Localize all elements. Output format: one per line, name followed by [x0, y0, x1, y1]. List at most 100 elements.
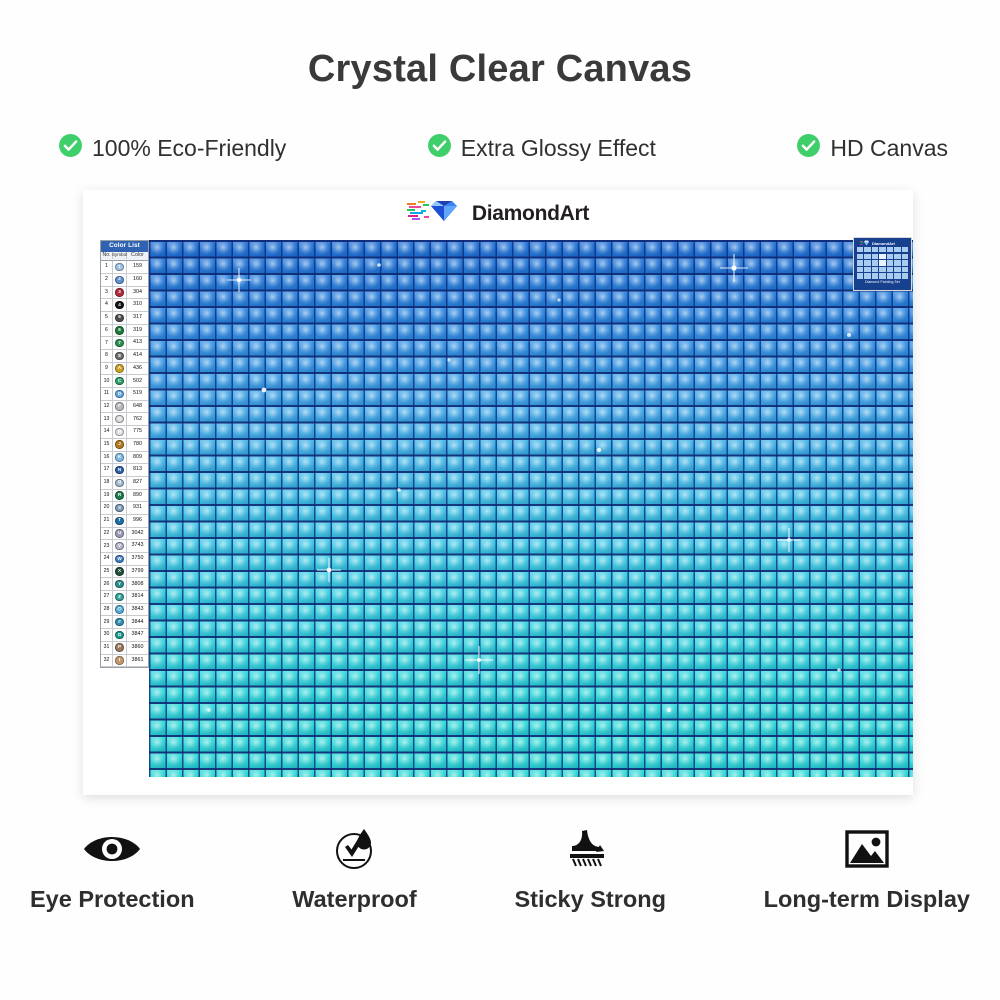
color-list-row: 18 Q 827 [101, 476, 148, 490]
color-symbol-dot: X [115, 567, 124, 576]
color-row-number: 9 [105, 364, 108, 371]
color-list-row: 27 Z 3814 [101, 591, 148, 604]
color-list-row: 12 F 648 [101, 400, 148, 414]
thumbnail-grid-cell [857, 247, 864, 253]
thumbnail-grid-cell [857, 266, 864, 273]
color-symbol-dot: C [115, 377, 124, 386]
feature-label: HD Canvas [830, 134, 948, 161]
color-list-body: 1 1 159 2 2 160 3 3 304 4 4 310 5 5 317 6 6 319 7 7 413 8 8 414… [101, 261, 148, 668]
thumbnail-grid-cell [886, 260, 894, 266]
color-list-row: 25 X 3799 [101, 565, 148, 579]
thumbnail-grid-cell [879, 253, 886, 259]
color-list-row: 32 I 3861 [101, 654, 148, 668]
color-symbol-dot: H [115, 427, 124, 437]
product-thumbnail-card: DiamondArt Diamond Painting Set [853, 237, 912, 291]
check-circle-icon [427, 133, 452, 163]
color-row-number: 25 [103, 567, 110, 574]
color-symbol-dot: J [115, 440, 124, 449]
thumbnail-grid-cell [901, 273, 908, 279]
color-row-symbol: G [112, 629, 127, 641]
color-list-row: 1 1 159 [101, 261, 148, 274]
thumbnail-grid-cell [871, 266, 879, 273]
color-row-number: 19 [103, 491, 110, 498]
color-row-number: 7 [105, 339, 108, 346]
color-row-symbol: I [112, 654, 127, 667]
color-list-row: 28 @3843 [101, 603, 148, 617]
color-list-row: 23 V 3743 [101, 540, 148, 553]
color-symbol-dot: I [115, 656, 124, 665]
color-row-symbol: U [112, 527, 127, 540]
product-canvas-card: DiamondArt [83, 190, 913, 795]
feature-item-glossy: Extra Glossy Effect [427, 133, 656, 163]
color-symbol-dot: G [115, 415, 124, 424]
color-row-number: 20 [103, 504, 110, 511]
color-row-number: 16 [103, 453, 110, 460]
color-row-code: 3808 [131, 580, 144, 587]
sticky-icon [564, 826, 616, 872]
color-row-symbol: # [112, 616, 127, 629]
color-list-row: 31 P 3860 [101, 641, 148, 655]
thumbnail-grid-cell [871, 253, 879, 259]
color-row-number: 3 [105, 288, 108, 295]
color-row-code: 3860 [131, 643, 144, 650]
color-list-row: 3 3 304 [101, 286, 148, 300]
thumbnail-grid-cell [894, 247, 901, 253]
color-list-row: 14 H 775 [101, 426, 148, 439]
color-symbol-dot: 7 [115, 338, 124, 348]
color-row-number: 4 [105, 301, 108, 308]
benefit-label: Long-term Display [763, 886, 970, 912]
feature-list: 100% Eco-Friendly Extra Glossy Effect HD… [58, 133, 948, 163]
color-list-row: 26 Y 3808 [101, 578, 148, 592]
color-list-row: 9 A 436 [101, 362, 148, 376]
benefit-label: Eye Protection [30, 886, 195, 912]
color-symbol-dot: W [115, 554, 124, 564]
diamond-art-canvas [149, 240, 913, 777]
feature-item-eco-friendly: 100% Eco-Friendly [58, 133, 286, 163]
color-row-symbol: 1 [112, 261, 127, 273]
color-list-table: Color List No. Symbol Color 1 1 159 2 2 160 3 3… [100, 240, 149, 669]
color-symbol-dot: A [115, 364, 124, 373]
color-row-code: 780 [133, 440, 142, 447]
thumbnail-grid-cell [886, 273, 894, 279]
column-header-no: No. [102, 252, 111, 259]
diamond-logo-icon [406, 199, 465, 228]
color-row-number: 15 [103, 441, 110, 448]
color-row-code: 3861 [131, 656, 144, 663]
color-row-symbol: G [112, 413, 127, 426]
thumbnail-grid-cell [886, 247, 894, 253]
color-symbol-dot: # [115, 618, 124, 627]
color-symbol-dot: V [115, 541, 124, 551]
thumbnail-grid-cell [894, 260, 901, 266]
color-list-row: 20 S 931 [101, 502, 148, 515]
color-row-symbol: 8 [112, 350, 127, 362]
color-row-symbol: A [112, 362, 127, 375]
color-row-symbol: D [112, 388, 127, 400]
color-row-code: 317 [133, 314, 142, 321]
thumbnail-grid-cell [879, 247, 886, 253]
thumbnail-grid-cell [901, 260, 908, 266]
color-symbol-dot: 8 [115, 351, 124, 361]
color-row-symbol: @ [112, 603, 127, 616]
color-row-symbol: Q [112, 476, 127, 489]
color-row-number: 22 [103, 529, 110, 536]
color-symbol-dot: 3 [115, 288, 124, 297]
benefits-row: Eye Protection Waterproof [30, 826, 970, 913]
feature-item-hd-canvas: HD Canvas [796, 133, 948, 163]
color-row-number: 1 [105, 263, 108, 270]
color-symbol-dot: Z [115, 592, 124, 602]
color-list-row: 2 2 160 [101, 273, 148, 287]
color-row-symbol: W [112, 553, 127, 565]
color-row-code: 809 [133, 453, 142, 460]
check-circle-icon [58, 133, 83, 163]
waterproof-icon [331, 826, 379, 872]
color-row-number: 26 [103, 580, 110, 587]
color-row-symbol: 2 [112, 273, 127, 286]
color-row-symbol: 3 [112, 286, 127, 299]
color-symbol-dot: G [115, 630, 124, 640]
color-row-code: 3743 [131, 542, 144, 549]
color-list-row: 5 5 317 [101, 311, 148, 325]
color-symbol-dot: S [115, 503, 124, 513]
color-row-code: 3042 [131, 529, 144, 536]
check-circle-icon [796, 133, 821, 163]
